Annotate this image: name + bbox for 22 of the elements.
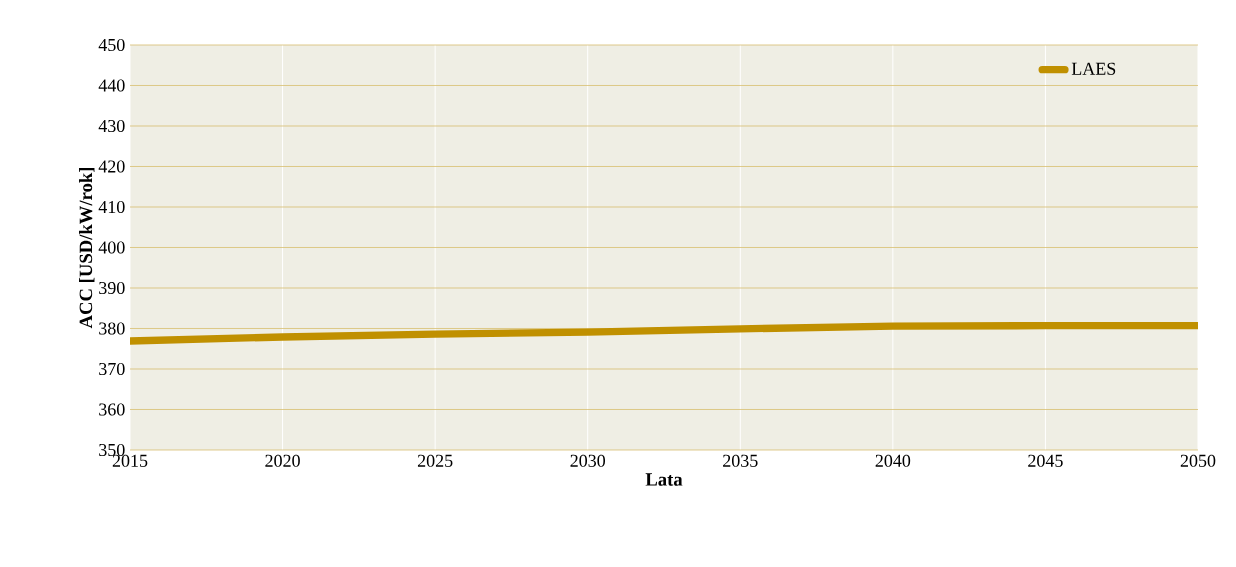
x-tick-label: 2015 [112,454,148,467]
x-axis-title: Lata [645,473,683,486]
y-tick-label: 360 [99,403,125,416]
y-tick-label: 400 [98,241,125,254]
y-tick-label: 370 [99,362,125,376]
x-tick-label: 2035 [723,454,758,467]
y-axis-title: ACC [USD/kW/rok] [79,167,95,329]
x-tick-label: 2020 [265,454,300,467]
x-tick-label: 2045 [1028,454,1063,467]
y-tick-label: 380 [99,322,125,335]
y-tick-label: 430 [98,119,125,133]
legend-label: LAES [1071,62,1116,75]
y-tick-label: 410 [98,200,125,214]
y-tick-label: 350 [99,443,125,457]
y-tick-label: 450 [98,38,125,52]
x-tick-label: 2040 [875,454,911,467]
y-tick-label: 390 [99,281,125,295]
x-tick-label: 2030 [570,454,606,467]
y-tick-label: 420 [98,160,125,173]
x-tick-label: 2025 [417,454,453,467]
x-tick-label: 2050 [1180,454,1216,467]
y-tick-label: 440 [98,79,125,92]
